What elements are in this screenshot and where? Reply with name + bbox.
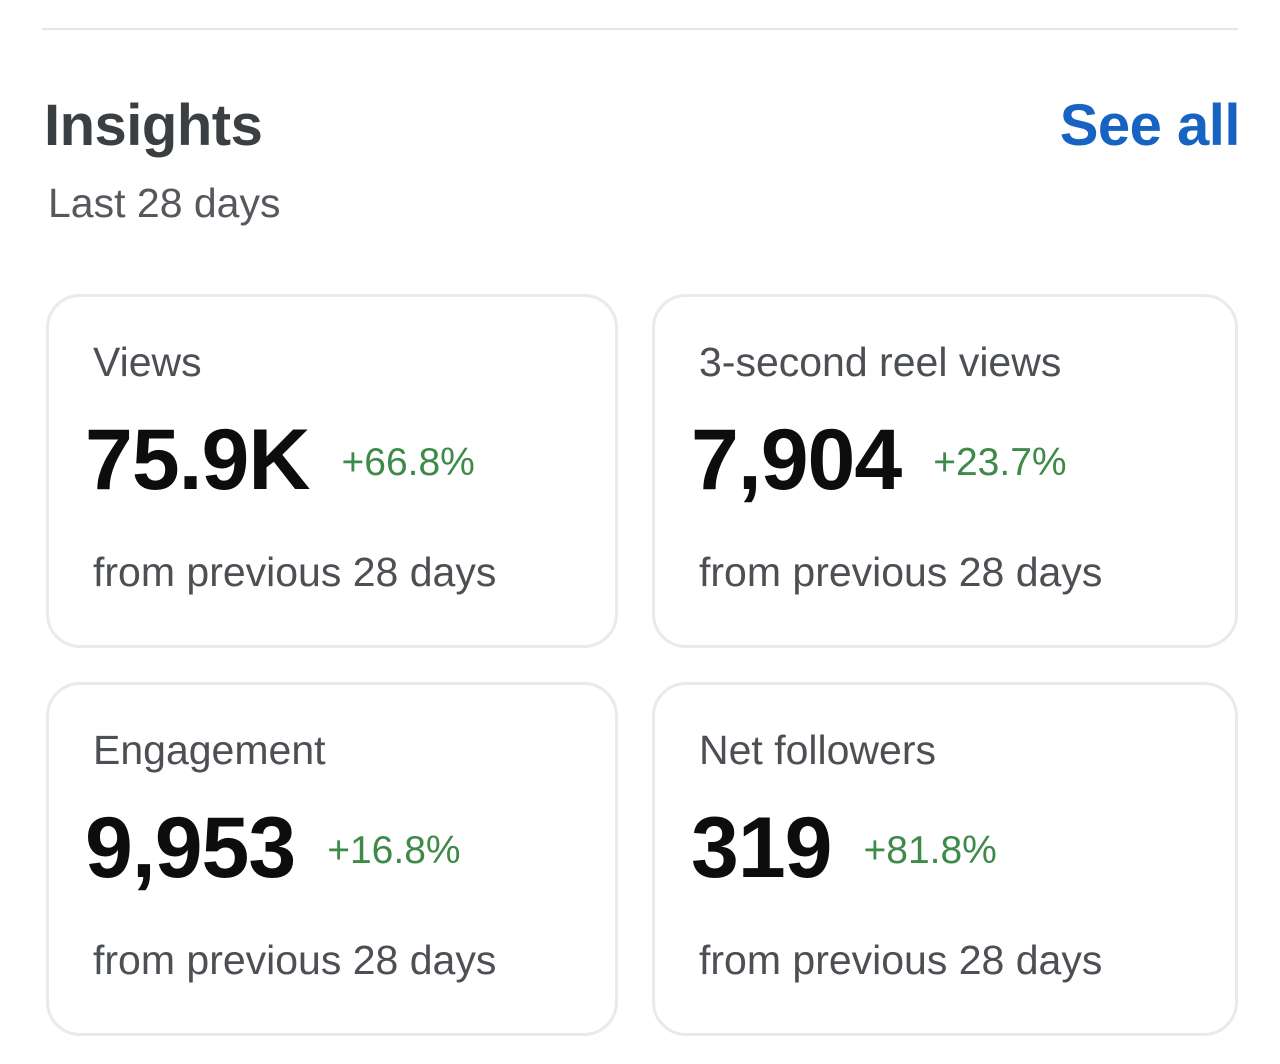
metric-row: 75.9K +66.8% [85, 412, 475, 508]
metric-change: +23.7% [933, 441, 1067, 484]
card-label: Engagement [93, 727, 326, 773]
metric-row: 319 +81.8% [691, 800, 997, 896]
metric-value: 75.9K [85, 411, 310, 508]
card-label: Views [93, 339, 202, 385]
card-label: 3-second reel views [699, 339, 1062, 385]
reel-views-card[interactable]: 3-second reel views 7,904 +23.7% from pr… [652, 294, 1238, 648]
comparison-note: from previous 28 days [93, 549, 497, 595]
see-all-link[interactable]: See all [1059, 93, 1241, 158]
period-subtitle: Last 28 days [48, 180, 281, 226]
section-title: Insights [44, 93, 263, 158]
comparison-note: from previous 28 days [93, 937, 497, 983]
card-label: Net followers [699, 727, 936, 773]
comparison-note: from previous 28 days [699, 549, 1103, 595]
metric-value: 319 [691, 799, 832, 896]
insights-header: Insights See all [44, 92, 1241, 162]
metric-change: +81.8% [863, 829, 997, 872]
metric-value: 9,953 [85, 799, 296, 896]
metric-change: +66.8% [341, 441, 475, 484]
metric-value: 7,904 [691, 411, 902, 508]
metric-row: 7,904 +23.7% [691, 412, 1067, 508]
metric-row: 9,953 +16.8% [85, 800, 461, 896]
engagement-card[interactable]: Engagement 9,953 +16.8% from previous 28… [46, 682, 618, 1036]
metric-change: +16.8% [327, 829, 461, 872]
top-divider [42, 28, 1238, 30]
comparison-note: from previous 28 days [699, 937, 1103, 983]
net-followers-card[interactable]: Net followers 319 +81.8% from previous 2… [652, 682, 1238, 1036]
views-card[interactable]: Views 75.9K +66.8% from previous 28 days [46, 294, 618, 648]
